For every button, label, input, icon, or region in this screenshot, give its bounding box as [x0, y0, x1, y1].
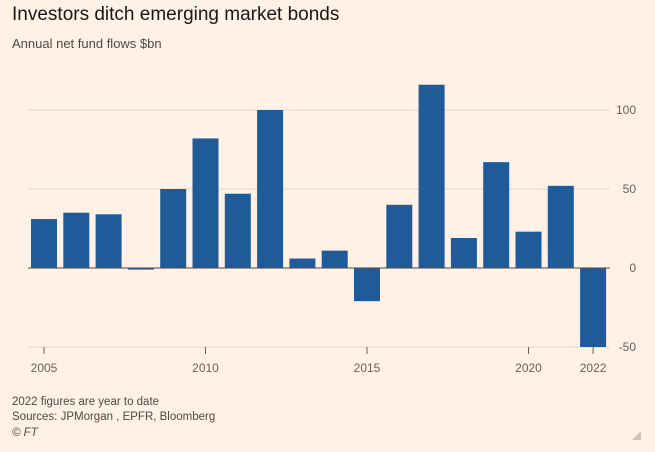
- bar-2018: [450, 237, 477, 268]
- bar-2011: [224, 193, 251, 268]
- footnote: 2022 figures are year to date: [12, 396, 160, 408]
- x-tick-label: 2022: [580, 361, 607, 375]
- bar-2019: [483, 162, 510, 268]
- bar-2016: [386, 204, 413, 268]
- x-tick-label: 2005: [31, 361, 58, 375]
- chart-title: Investors ditch emerging market bonds: [12, 4, 340, 25]
- bar-2008: [127, 268, 154, 270]
- resize-corner-icon: [632, 431, 641, 440]
- x-tick-label: 2010: [192, 361, 219, 375]
- bar-2009: [160, 189, 187, 268]
- x-tick-label: 2020: [515, 361, 542, 375]
- bar-2017: [418, 84, 445, 268]
- bar-2022: [580, 268, 607, 347]
- bar-2021: [547, 185, 574, 268]
- y-tick-label: -50: [619, 340, 637, 354]
- bar-2010: [192, 138, 219, 268]
- grid-layer: [28, 109, 610, 348]
- bar-2012: [257, 110, 284, 268]
- bar-2014: [321, 250, 348, 268]
- y-tick-label: 0: [629, 261, 636, 275]
- credit: © FT: [12, 427, 38, 439]
- bar-2005: [31, 219, 57, 268]
- y-axis: -50 0 50 100: [616, 103, 636, 354]
- x-axis: 2005 2010 2015 2020 2022: [31, 347, 607, 375]
- bar-2007: [95, 214, 122, 268]
- bar-2020: [515, 231, 542, 268]
- chart-subtitle: Annual net fund flows $bn: [12, 36, 162, 51]
- y-tick-label: 50: [623, 182, 637, 196]
- bar-2006: [63, 212, 90, 268]
- x-tick-label: 2015: [354, 361, 381, 375]
- bar-2015: [354, 268, 380, 302]
- sources: Sources: JPMorgan , EPFR, Bloomberg: [12, 411, 216, 423]
- bar-2013: [289, 258, 316, 268]
- bar-layer: [31, 84, 607, 347]
- y-tick-label: 100: [616, 103, 636, 117]
